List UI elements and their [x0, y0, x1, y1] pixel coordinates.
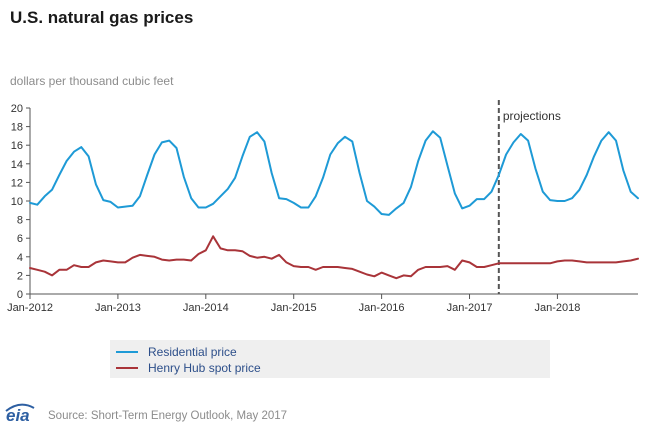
y-tick-label: 8 — [17, 215, 23, 227]
eia-logo: eia — [5, 403, 40, 426]
chart-legend: Residential price Henry Hub spot price — [110, 340, 550, 378]
projection-label: projections — [503, 109, 561, 123]
legend-label-henry-hub: Henry Hub spot price — [148, 360, 261, 375]
x-tick-label: Jan-2013 — [95, 302, 141, 314]
y-tick-label: 10 — [11, 196, 23, 208]
eia-logo-text: eia — [6, 406, 30, 425]
series-line-henry-hub — [29, 235, 639, 280]
series-line-residential — [29, 130, 639, 216]
eia-logo-arc-icon — [5, 403, 35, 412]
x-tick-label: Jan-2012 — [7, 302, 53, 314]
y-tick-label: 16 — [11, 140, 23, 152]
x-tick-label: Jan-2014 — [183, 302, 229, 314]
legend-item-henry-hub: Henry Hub spot price — [110, 359, 261, 376]
legend-item-residential: Residential price — [110, 343, 237, 360]
source-note: Source: Short-Term Energy Outlook, May 2… — [48, 410, 288, 422]
y-axis-unit-label: dollars per thousand cubic feet — [10, 74, 174, 88]
x-tick-label: Jan-2016 — [359, 302, 405, 314]
x-tick-label: Jan-2018 — [534, 302, 580, 314]
legend-label-residential: Residential price — [148, 344, 237, 359]
y-tick-label: 14 — [11, 159, 23, 171]
y-tick-label: 12 — [11, 177, 23, 189]
y-tick-label: 18 — [11, 122, 23, 134]
y-tick-label: 4 — [17, 252, 23, 264]
chart-title: U.S. natural gas prices — [10, 8, 194, 27]
legend-swatch-residential — [116, 350, 138, 353]
x-tick-label: Jan-2017 — [447, 302, 493, 314]
chart-footer: eia Source: Short-Term Energy Outlook, M… — [5, 403, 288, 428]
legend-swatch-henry-hub — [116, 366, 138, 369]
y-tick-label: 2 — [17, 270, 23, 282]
line-chart: 0 2 4 6 8 10 12 14 16 18 20 Jan-2012 Jan-2013 Jan-201… — [7, 100, 639, 314]
x-tick-label: Jan-2015 — [271, 302, 317, 314]
y-tick-label: 20 — [11, 103, 23, 115]
y-tick-label: 6 — [17, 233, 23, 245]
y-tick-label: 0 — [17, 289, 23, 301]
